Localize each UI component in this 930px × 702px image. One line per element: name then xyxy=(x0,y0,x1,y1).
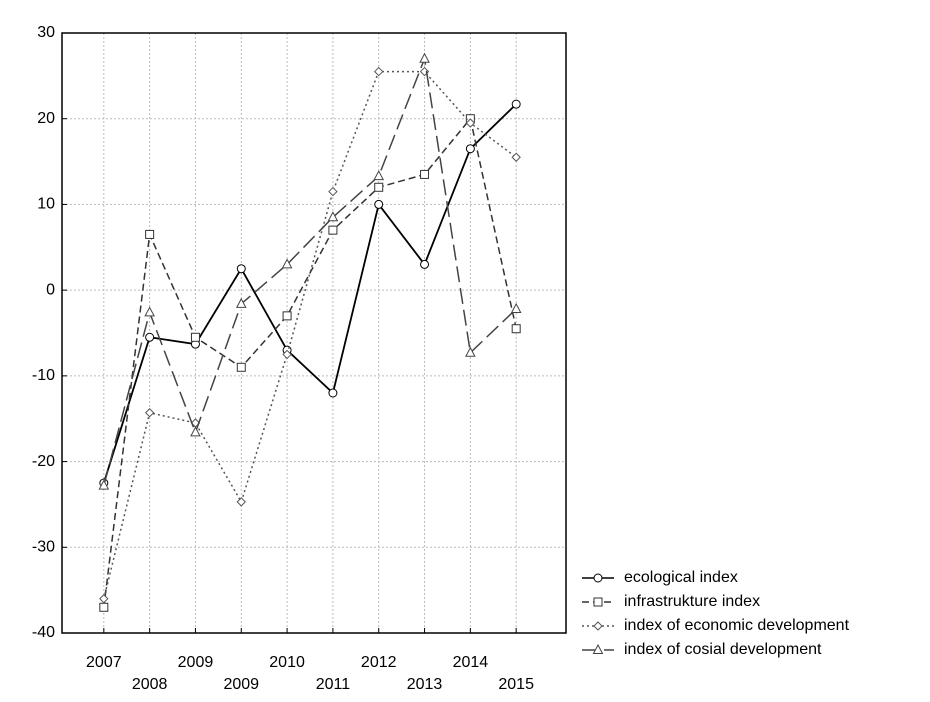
y-tick-label: -30 xyxy=(32,539,55,556)
x-tick-label: 2012 xyxy=(361,654,397,671)
legend-label: infrastrukture index xyxy=(624,593,760,610)
legend-label: index of economic development xyxy=(624,617,850,634)
marker xyxy=(328,186,338,197)
marker xyxy=(374,199,384,209)
marker xyxy=(282,349,292,360)
marker xyxy=(327,211,339,222)
marker xyxy=(236,362,246,372)
marker xyxy=(145,332,155,342)
x-tick-label: 2013 xyxy=(407,676,443,693)
series-line xyxy=(103,117,517,608)
x-tick-label: 2011 xyxy=(316,676,351,693)
y-tick-label: 10 xyxy=(37,196,55,213)
x-tick-label: 2007 xyxy=(86,654,122,671)
marker xyxy=(98,479,110,490)
legend-label: index of cosial development xyxy=(624,641,822,658)
x-tick-label: 2014 xyxy=(453,654,489,671)
marker xyxy=(465,346,476,357)
marker xyxy=(236,497,246,507)
marker xyxy=(373,170,385,181)
x-tick-label: 2010 xyxy=(269,654,305,671)
x-tick-label: 2009 xyxy=(223,676,259,693)
marker xyxy=(144,306,155,317)
series-line xyxy=(103,70,517,599)
marker xyxy=(511,152,521,162)
marker xyxy=(190,332,200,342)
plot-frame xyxy=(61,32,567,634)
legend-label: ecological index xyxy=(624,569,738,586)
marker xyxy=(511,99,521,109)
marker xyxy=(511,324,521,334)
x-tick-label: 2009 xyxy=(178,654,214,671)
marker xyxy=(420,259,430,269)
marker xyxy=(145,229,155,239)
x-tick-label: 2008 xyxy=(132,676,168,693)
y-tick-label: 20 xyxy=(37,110,55,127)
marker xyxy=(99,594,109,604)
marker xyxy=(465,144,475,154)
legend-marker xyxy=(592,643,604,654)
marker xyxy=(510,302,522,313)
marker xyxy=(328,388,338,398)
marker xyxy=(190,426,201,437)
marker xyxy=(235,297,247,308)
legend-marker xyxy=(593,573,603,583)
legend-marker xyxy=(593,621,603,631)
marker xyxy=(282,311,292,321)
legend-marker xyxy=(593,597,603,607)
marker xyxy=(236,264,246,274)
marker xyxy=(281,258,293,269)
y-tick-label: 30 xyxy=(37,24,55,41)
marker xyxy=(144,408,155,418)
marker xyxy=(328,225,338,235)
marker xyxy=(420,169,430,179)
y-tick-label: -20 xyxy=(32,453,55,470)
marker xyxy=(99,602,109,612)
marker xyxy=(419,52,430,63)
y-tick-label: 0 xyxy=(46,281,55,298)
marker xyxy=(374,66,384,77)
series-line xyxy=(103,55,517,486)
y-tick-label: -40 xyxy=(32,624,55,641)
marker xyxy=(465,118,476,128)
marker xyxy=(374,182,384,192)
x-tick-label: 2015 xyxy=(498,676,534,693)
y-tick-label: -10 xyxy=(32,367,55,384)
